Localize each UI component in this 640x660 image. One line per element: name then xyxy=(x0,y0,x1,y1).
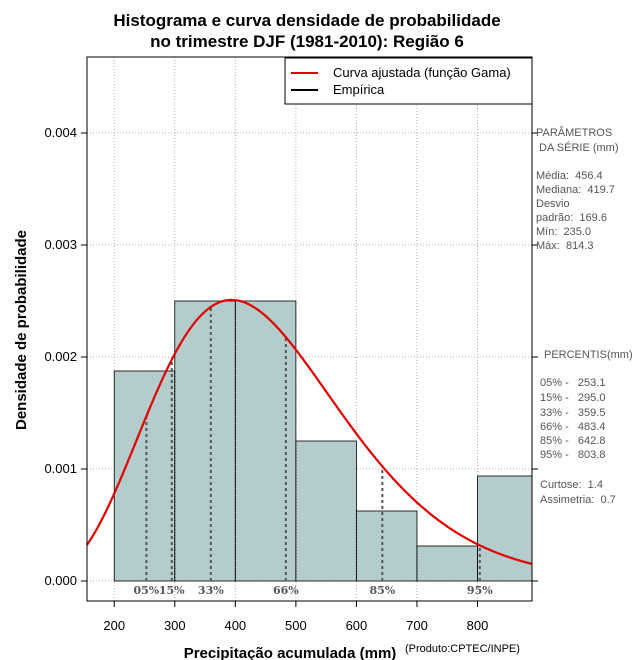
histogram-bar-3 xyxy=(295,440,357,582)
histogram-bar-6 xyxy=(477,475,533,582)
y-tick-label-0: 0.000 xyxy=(44,573,77,588)
plot-frame xyxy=(86,56,533,602)
stat-max: Máx: 814.3 xyxy=(536,240,593,252)
percentile-label-33: 33% xyxy=(198,584,224,597)
percentil-row-66: 66% - 483.4 xyxy=(540,421,605,433)
y-tick-label-4: 0.004 xyxy=(44,125,77,140)
x-tick-label-1: 300 xyxy=(164,618,186,633)
chart-title-line-2: no trimestre DJF (1981-2010): Região 6 xyxy=(150,32,464,51)
stats-header-line-2: DA SÉRIE (mm) xyxy=(536,141,619,154)
percentile-markers: 05% 15% 33% 66% 85% 95% xyxy=(134,301,493,597)
percentil-row-95: 95% - 803.8 xyxy=(540,449,605,461)
stat-min: Mín: 235.0 xyxy=(536,226,591,238)
stat-median: Mediana: 419.7 xyxy=(536,184,615,196)
legend: Curva ajustada (função Gama) Empírica xyxy=(284,57,533,105)
y-axis: 0.000 0.001 0.002 0.003 0.004 xyxy=(44,125,538,588)
percentil-row-05: 05% - 253.1 xyxy=(540,377,605,389)
percentil-row-15: 15% - 295.0 xyxy=(540,392,605,404)
percentile-label-95: 95% xyxy=(467,584,493,597)
chart-title: Histograma e curva densidade de probabil… xyxy=(113,11,500,51)
histogram-bar-4 xyxy=(356,510,418,582)
percentile-label-05: 05% xyxy=(134,584,160,597)
percentil-row-85: 85% - 642.8 xyxy=(540,435,605,447)
x-tick-label-5: 700 xyxy=(406,618,428,633)
x-tick-label-6: 800 xyxy=(467,618,489,633)
side-panel: PARÂMETROS DA SÉRIE (mm) Média: 456.4 Me… xyxy=(536,126,633,506)
histogram-bars xyxy=(113,300,533,582)
x-tick-label-4: 600 xyxy=(346,618,368,633)
x-tick-label-0: 200 xyxy=(103,618,125,633)
x-tick-label-3: 500 xyxy=(285,618,307,633)
x-axis-title: Precipitação acumulada (mm) xyxy=(184,645,397,660)
x-tick-label-2: 400 xyxy=(224,618,246,633)
gamma-curve-path xyxy=(86,298,532,565)
percentile-label-66: 66% xyxy=(273,584,299,597)
y-tick-label-3: 0.003 xyxy=(44,237,77,252)
gamma-curve xyxy=(86,298,532,565)
y-tick-label-1: 0.001 xyxy=(44,461,77,476)
chart-title-line-1: Histograma e curva densidade de probabil… xyxy=(113,11,500,30)
percentil-row-33: 33% - 359.5 xyxy=(540,407,605,419)
percentis-header: PERCENTIS(mm) xyxy=(544,349,633,361)
x-axis: 200 300 400 500 600 700 800 xyxy=(103,601,488,633)
percentile-label-15: 15% xyxy=(159,584,185,597)
credit-text: (Produto:CPTEC/INPE) xyxy=(405,643,520,655)
histogram-bar-5 xyxy=(416,545,478,582)
histogram-bar-1 xyxy=(174,300,236,582)
stat-std-value: padrão: 169.6 xyxy=(536,212,607,224)
legend-label-empirical: Empírica xyxy=(333,82,385,97)
stat-skewness: Assimetria: 0.7 xyxy=(540,494,616,506)
stat-std-label: Desvio xyxy=(536,198,570,210)
legend-label-curve: Curva ajustada (função Gama) xyxy=(333,65,511,80)
histogram-bar-0 xyxy=(113,370,176,582)
stat-kurtosis: Curtose: 1.4 xyxy=(540,479,603,491)
y-axis-title: Densidade de probabilidade xyxy=(13,230,30,430)
legend-box xyxy=(284,57,533,105)
percentile-label-85: 85% xyxy=(369,584,395,597)
y-tick-label-2: 0.002 xyxy=(44,349,77,364)
stat-mean: Média: 456.4 xyxy=(536,170,603,182)
stats-header-line-1: PARÂMETROS xyxy=(536,126,612,139)
